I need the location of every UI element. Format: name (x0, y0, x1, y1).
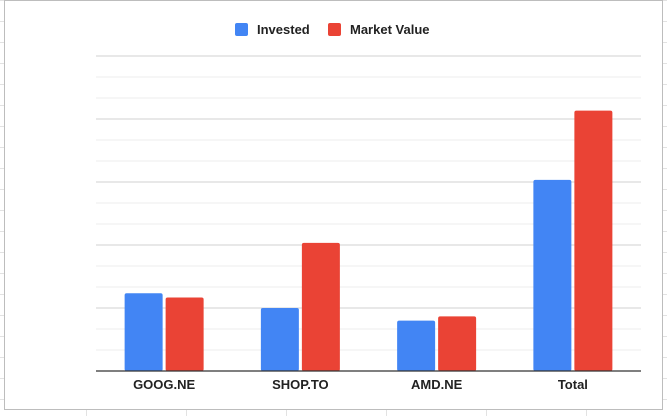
chart-legend: Invested Market Value (235, 22, 430, 37)
bar-market-value-amd-ne[interactable] (438, 316, 477, 371)
x-axis-tick-labels: GOOG.NE SHOP.TO AMD.NE Total (133, 377, 588, 392)
bars (124, 110, 613, 372)
bar-market-value-shop-to[interactable] (301, 242, 340, 371)
bar-market-value-total[interactable] (574, 110, 613, 371)
bar-invested-shop-to[interactable] (260, 308, 299, 371)
bar-invested-amd-ne[interactable] (397, 320, 436, 371)
bar-invested-goog-ne[interactable] (124, 293, 163, 371)
legend-swatch-market-value (328, 23, 341, 36)
legend-label-invested: Invested (257, 22, 310, 37)
legend-label-market-value: Market Value (350, 22, 430, 37)
x-tick-label: GOOG.NE (133, 377, 195, 392)
bar-invested-total[interactable] (533, 179, 572, 371)
x-tick-label: AMD.NE (411, 377, 463, 392)
legend-swatch-invested (235, 23, 248, 36)
x-tick-label: SHOP.TO (272, 377, 329, 392)
bar-market-value-goog-ne[interactable] (165, 297, 204, 372)
x-tick-label: Total (558, 377, 588, 392)
